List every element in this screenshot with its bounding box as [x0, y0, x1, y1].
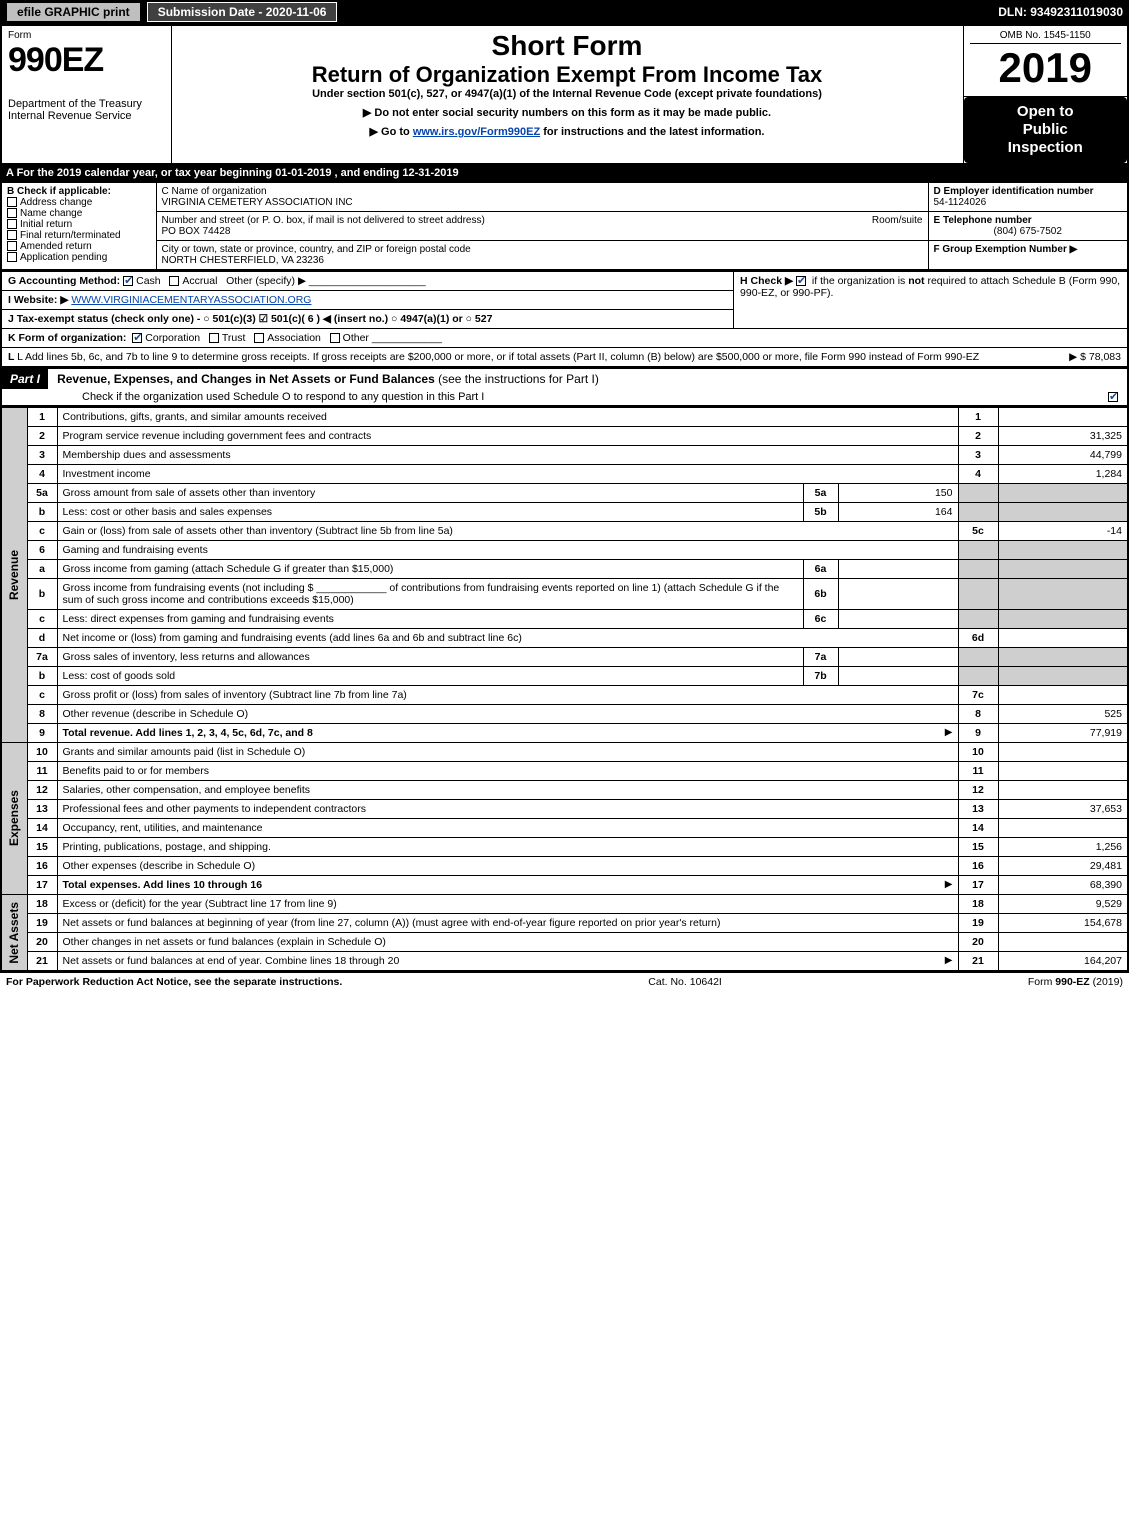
line-3-amount: 44,799: [998, 446, 1128, 465]
checkbox-address-change[interactable]: [7, 197, 17, 207]
checkbox-other-org[interactable]: [330, 333, 340, 343]
footer-cat-no: Cat. No. 10642I: [342, 976, 1028, 988]
row-k-label: K Form of organization:: [8, 332, 126, 344]
form-number: 990EZ: [8, 41, 165, 80]
main-title: Return of Organization Exempt From Incom…: [178, 62, 957, 88]
line-15-amount: 1,256: [998, 838, 1128, 857]
line-16-amount: 29,481: [998, 857, 1128, 876]
line-12-amount: [998, 781, 1128, 800]
line-17-amount: 68,390: [998, 876, 1128, 895]
line-14-amount: [998, 819, 1128, 838]
part-i-header: Part I Revenue, Expenses, and Changes in…: [0, 368, 1129, 406]
box-b-title: B Check if applicable:: [7, 186, 151, 197]
part-i-label: Part I: [2, 369, 48, 389]
row-g-label: G Accounting Method:: [8, 275, 120, 287]
line-6d-amount: [998, 629, 1128, 648]
line-19-amount: 154,678: [998, 914, 1128, 933]
footer-right: Form 990-EZ (2019): [1028, 976, 1123, 988]
page-footer: For Paperwork Reduction Act Notice, see …: [0, 972, 1129, 991]
checkbox-name-change[interactable]: [7, 208, 17, 218]
checkbox-corporation[interactable]: [132, 333, 142, 343]
checkbox-cash[interactable]: [123, 276, 133, 286]
line-18-amount: 9,529: [998, 895, 1128, 914]
subtitle: Under section 501(c), 527, or 4947(a)(1)…: [178, 88, 957, 100]
irs-link[interactable]: www.irs.gov/Form990EZ: [413, 126, 540, 138]
revenue-section-label: Revenue: [7, 550, 21, 600]
line-11-amount: [998, 762, 1128, 781]
efile-graphic-print-button[interactable]: efile GRAPHIC print: [6, 2, 141, 22]
line-7c-amount: [998, 686, 1128, 705]
rows-g-l: G Accounting Method: Cash Accrual Other …: [0, 271, 1129, 368]
checkbox-accrual[interactable]: [169, 276, 179, 286]
expenses-section-label: Expenses: [7, 790, 21, 846]
phone-value: (804) 675-7502: [934, 226, 1123, 237]
dln-label: DLN: 93492311019030: [998, 5, 1123, 19]
checkbox-schedule-b-not-required[interactable]: [796, 276, 806, 286]
short-form-title: Short Form: [178, 30, 957, 62]
org-address: PO BOX 74428: [162, 226, 923, 237]
checkbox-association[interactable]: [254, 333, 264, 343]
line-1-amount: [998, 407, 1128, 427]
line-20-amount: [998, 933, 1128, 952]
box-e-label: E Telephone number: [934, 215, 1123, 226]
box-f-label: F Group Exemption Number ▶: [934, 244, 1123, 255]
box-d-label: D Employer identification number: [934, 186, 1123, 197]
line-6c-amount: [838, 610, 958, 629]
checkbox-final-return[interactable]: [7, 230, 17, 240]
line-7a-amount: [838, 648, 958, 667]
omb-number: OMB No. 1545-1150: [970, 30, 1122, 44]
open-to-public-box: Open to Public Inspection: [964, 97, 1128, 163]
website-link[interactable]: WWW.VIRGINIACEMENTARYASSOCIATION.ORG: [71, 294, 311, 306]
org-city: NORTH CHESTERFIELD, VA 23236: [162, 255, 923, 266]
line-6a-amount: [838, 560, 958, 579]
part-i-check-text: Check if the organization used Schedule …: [82, 391, 484, 403]
row-h-prefix: H Check ▶: [740, 275, 796, 287]
checkbox-application-pending[interactable]: [7, 252, 17, 262]
net-assets-section-label: Net Assets: [7, 902, 21, 964]
form-label: Form: [8, 30, 165, 41]
checkbox-trust[interactable]: [209, 333, 219, 343]
line-13-amount: 37,653: [998, 800, 1128, 819]
line-4-amount: 1,284: [998, 465, 1128, 484]
org-name: VIRGINIA CEMETERY ASSOCIATION INC: [162, 197, 923, 208]
row-i-label: I Website: ▶: [8, 294, 68, 306]
note-link: ▶ Go to www.irs.gov/Form990EZ for instru…: [178, 125, 957, 138]
row-l-amount: ▶ $ 78,083: [1069, 351, 1121, 363]
checkbox-amended-return[interactable]: [7, 241, 17, 251]
irs-label: Internal Revenue Service: [8, 110, 165, 122]
checkbox-initial-return[interactable]: [7, 219, 17, 229]
line-5a-amount: 150: [838, 484, 958, 503]
submission-date-label: Submission Date - 2020-11-06: [147, 2, 338, 22]
line-6b-amount: [838, 579, 958, 610]
line-21-amount: 164,207: [998, 952, 1128, 972]
line-5b-amount: 164: [838, 503, 958, 522]
tax-year: 2019: [970, 44, 1122, 92]
box-c-name-label: C Name of organization: [162, 186, 923, 197]
row-l-text: L Add lines 5b, 6c, and 7b to line 9 to …: [17, 351, 979, 363]
form-header: Form 990EZ Department of the Treasury In…: [0, 24, 1129, 165]
org-info-table: B Check if applicable: Address change Na…: [0, 181, 1129, 271]
line-10-amount: [998, 743, 1128, 762]
row-a-tax-year: A For the 2019 calendar year, or tax yea…: [0, 165, 1129, 181]
box-c-city-label: City or town, state or province, country…: [162, 244, 923, 255]
ein-value: 54-1124026: [934, 197, 1123, 208]
line-7b-amount: [838, 667, 958, 686]
line-8-amount: 525: [998, 705, 1128, 724]
part-i-table: Revenue 1 Contributions, gifts, grants, …: [0, 406, 1129, 972]
efile-topbar: efile GRAPHIC print Submission Date - 20…: [0, 0, 1129, 24]
row-j: J Tax-exempt status (check only one) - ○…: [1, 310, 734, 329]
line-2-amount: 31,325: [998, 427, 1128, 446]
room-suite-label: Room/suite: [872, 215, 923, 226]
checkbox-schedule-o-part-i[interactable]: [1108, 392, 1118, 402]
dept-label: Department of the Treasury: [8, 98, 165, 110]
line-5c-amount: -14: [998, 522, 1128, 541]
footer-left: For Paperwork Reduction Act Notice, see …: [6, 976, 342, 988]
line-9-amount: 77,919: [998, 724, 1128, 743]
note-ssn: ▶ Do not enter social security numbers o…: [178, 106, 957, 119]
box-c-addr-label: Number and street (or P. O. box, if mail…: [162, 215, 485, 226]
